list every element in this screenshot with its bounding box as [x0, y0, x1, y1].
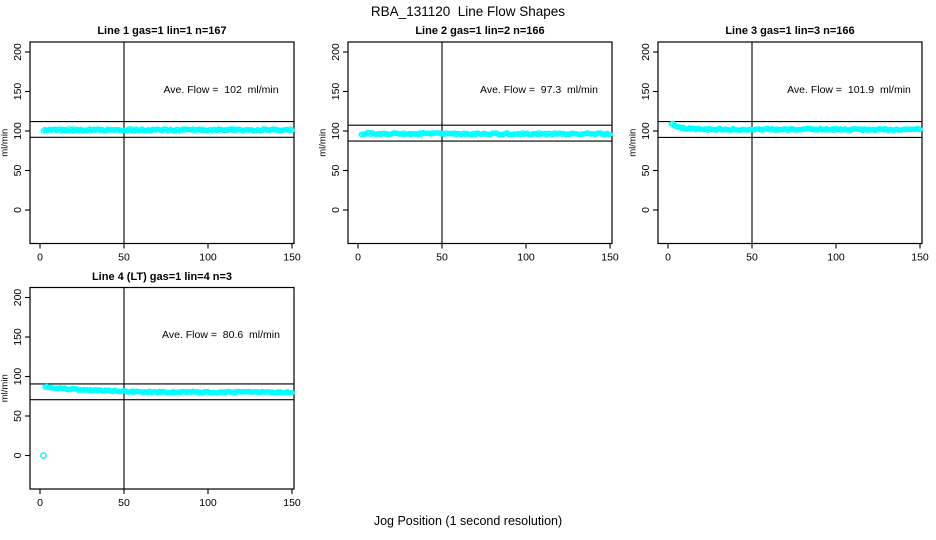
y-tick-label: 150: [330, 83, 342, 101]
y-axis-unit-label: ml/min: [0, 129, 11, 157]
outlier-data-point: [40, 452, 47, 459]
x-tick-label: 50: [118, 497, 130, 509]
y-tick-label: 0: [12, 452, 24, 458]
y-tick-label: 100: [330, 122, 342, 140]
y-tick-label: 0: [12, 207, 24, 213]
panel-1-ave-flow-annotation: Ave. Flow = 102 ml/min: [163, 84, 279, 96]
panel-2-title: Line 2 gas=1 lin=2 n=166: [415, 25, 545, 37]
panel-2-box: [347, 41, 613, 245]
y-tick-label: 200: [12, 289, 24, 307]
x-tick-label: 50: [746, 252, 758, 264]
x-tick-label: 150: [283, 252, 301, 264]
data-point: [289, 127, 295, 133]
y-tick-label: 200: [12, 43, 24, 61]
panel-2-ave-flow-annotation: Ave. Flow = 97.3 ml/min: [480, 84, 598, 96]
y-axis-unit-label: ml/min: [628, 129, 639, 157]
y-tick-label: 50: [12, 410, 24, 422]
data-point: [607, 131, 613, 138]
panel-3-box: [657, 41, 923, 245]
x-tick-label: 50: [118, 252, 130, 264]
panel-4-title: Line 4 (LT) gas=1 lin=4 n=3: [91, 271, 233, 283]
data-point: [289, 389, 295, 396]
y-tick-label: 150: [640, 83, 652, 101]
x-tick-label: 100: [517, 252, 535, 264]
y-tick-label: 150: [12, 83, 24, 101]
y-tick-label: 50: [640, 165, 652, 177]
x-tick-label: 150: [601, 252, 619, 264]
y-tick-label: 100: [640, 122, 652, 140]
y-tick-label: 200: [330, 43, 342, 61]
y-tick-label: 0: [640, 207, 652, 213]
y-tick-label: 100: [12, 122, 24, 140]
panel-3-title: Line 3 gas=1 lin=3 n=166: [725, 25, 855, 37]
panel-3-ave-flow-annotation: Ave. Flow = 101.9 ml/min: [787, 84, 911, 96]
y-tick-label: 50: [330, 165, 342, 177]
y-tick-label: 0: [330, 207, 342, 213]
x-tick-label: 0: [355, 252, 361, 264]
panel-1-box: [29, 41, 295, 245]
panel-1-title: Line 1 gas=1 lin=1 n=167: [97, 25, 227, 37]
panel-4-box: [29, 286, 295, 490]
panel-4-ave-flow-annotation: Ave. Flow = 80.6 ml/min: [162, 329, 280, 341]
x-tick-label: 100: [199, 252, 217, 264]
y-axis-unit-label: ml/min: [0, 374, 11, 402]
y-tick-label: 150: [12, 328, 24, 346]
x-tick-label: 150: [911, 252, 929, 264]
x-tick-label: 150: [283, 497, 301, 509]
chart-title: RBA_131120 Line Flow Shapes: [370, 4, 566, 19]
x-tick-label: 0: [37, 497, 43, 509]
x-tick-label: 0: [37, 252, 43, 264]
x-tick-label: 50: [436, 252, 448, 264]
x-tick-label: 0: [665, 252, 671, 264]
x-tick-label: 100: [827, 252, 845, 264]
y-tick-label: 100: [12, 368, 24, 386]
x-tick-label: 100: [199, 497, 217, 509]
y-axis-unit-label: ml/min: [318, 129, 329, 157]
y-tick-label: 50: [12, 165, 24, 177]
y-tick-label: 200: [640, 43, 652, 61]
data-point: [917, 126, 923, 133]
x-axis-label: Jog Position (1 second resolution): [373, 514, 563, 528]
